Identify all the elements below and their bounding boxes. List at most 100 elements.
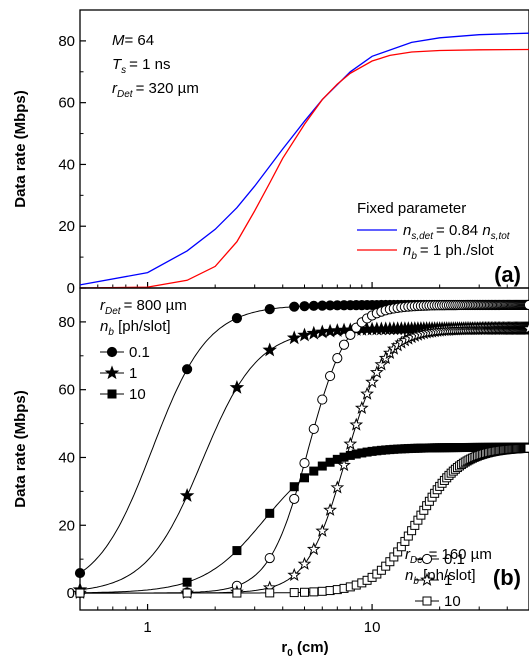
data-point-star-open xyxy=(365,374,379,388)
y-tick-label: 0 xyxy=(67,585,75,602)
annotation-rdet-symbol: r xyxy=(112,80,118,97)
data-point-star-open xyxy=(349,417,364,431)
data-point-star-open xyxy=(343,436,358,450)
data-point-circle-open xyxy=(345,329,356,341)
legend-entry-1-sub-2: s,tot xyxy=(491,231,511,242)
y-tick-label: 60 xyxy=(58,382,75,399)
y-tick-label: 80 xyxy=(58,314,75,331)
legend-160-rdet-value: = 160 µm xyxy=(429,546,492,563)
data-point-square-open xyxy=(317,586,327,596)
legend-entry-2: nb = 1 ph./slot xyxy=(403,242,495,262)
panel-b-y-axis: 0 20 40 60 80 xyxy=(58,314,86,602)
data-point-square-open xyxy=(232,588,242,598)
annotation-ts-value: = 1 ns xyxy=(129,56,170,73)
data-point-star-open xyxy=(315,523,330,537)
data-point-circle-open xyxy=(332,352,343,364)
legend-160-rdet-sub: Det xyxy=(410,555,427,566)
data-point-star-open xyxy=(337,458,351,472)
data-point-star-open xyxy=(306,542,321,556)
data-point-circle-filled xyxy=(231,313,243,324)
x-tick-label: 10 xyxy=(364,619,381,636)
data-point-square-open xyxy=(265,588,275,598)
legend-800-nb-sub: b xyxy=(108,327,114,338)
legend-800-rdet: rDet = 800 µm xyxy=(100,297,187,317)
y-tick-label: 40 xyxy=(58,156,75,173)
legend-entry-1-value: = 0.84 xyxy=(436,222,482,239)
panel-a-y-axis: 0 20 40 60 80 xyxy=(58,33,86,297)
data-point-star-open xyxy=(378,351,393,365)
legend-entry-1-symbol-2: n xyxy=(482,222,490,239)
data-point-circle-open xyxy=(299,457,310,469)
annotation-rdet-value: = 320 µm xyxy=(136,80,199,97)
legend-entry-1: ns,det = 0.84 ns,tot xyxy=(403,222,511,242)
data-point-star-open xyxy=(374,357,389,371)
data-point-circle-open xyxy=(264,552,275,564)
annotation-m: M= 64 xyxy=(112,32,154,49)
legend-entry-2-value: = 1 ph./slot xyxy=(420,242,495,259)
series-line-blue xyxy=(79,32,529,286)
annotation-ts-symbol: T xyxy=(112,56,123,73)
data-point-circle-filled xyxy=(264,304,275,315)
data-point-square-filled xyxy=(182,577,192,587)
legend-entry-label: 0.1 xyxy=(129,344,150,361)
legend-800: rDet = 800 µm nb [ph/slot] 0.1 1 10 xyxy=(100,297,187,403)
legend-marker-circle-filled xyxy=(106,346,118,358)
xlabel-sub: 0 xyxy=(287,648,293,658)
panel-b-series xyxy=(72,299,529,599)
legend-160-nb: nb [ph/slot] xyxy=(405,567,476,587)
annotation-m-value: = 64 xyxy=(125,32,155,49)
data-point-circle-open xyxy=(317,394,328,405)
xlabel-symbol: r xyxy=(281,639,287,656)
legend-160-rdet: rDet = 160 µm xyxy=(405,546,492,566)
data-point-square-filled xyxy=(317,461,327,471)
y-tick-label: 60 xyxy=(58,95,75,112)
annotation-m-symbol: M xyxy=(112,32,125,49)
panel-a-series xyxy=(79,32,529,289)
data-point-circle-open xyxy=(324,370,336,382)
legend-160-rdet-symbol: r xyxy=(405,546,411,563)
legend-entry-2-symbol: n xyxy=(403,242,411,259)
panel-a-label: (a) xyxy=(494,262,521,287)
data-point-star-open xyxy=(287,567,302,581)
legend-entry-label: 1 xyxy=(129,365,137,382)
legend-800-rdet-value: = 800 µm xyxy=(124,297,187,314)
data-point-circle-filled xyxy=(182,364,193,375)
data-point-star-filled xyxy=(179,488,195,502)
legend-entry-label: 1 xyxy=(444,572,452,589)
data-point-star-filled xyxy=(262,342,277,357)
data-point-circle-open xyxy=(289,493,300,505)
data-point-circle-open xyxy=(523,299,529,311)
legend-800-nb: nb [ph/slot] xyxy=(100,318,171,338)
legend-marker-star-open xyxy=(420,572,434,586)
legend-160: rDet = 160 µm nb [ph/slot] 0.1 1 10 xyxy=(405,546,492,610)
panel-b-ylabel: Data rate (Mbps) xyxy=(12,390,29,508)
legend-title: Fixed parameter xyxy=(357,200,466,217)
data-point-square-open xyxy=(309,587,319,597)
legend-160-nb-symbol: n xyxy=(405,567,413,584)
x-tick-label: 1 xyxy=(143,619,151,636)
data-point-star-open xyxy=(522,321,529,335)
data-point-square-filled xyxy=(265,508,275,518)
y-tick-label: 40 xyxy=(58,449,75,466)
legend-entry-2-sub: b xyxy=(411,251,417,262)
annotation-rdet: rDet = 320 µm xyxy=(112,80,199,100)
data-point-square-open xyxy=(289,588,299,598)
annotation-ts-sub: s xyxy=(121,65,126,76)
data-point-square-open xyxy=(524,443,529,453)
data-point-star-open xyxy=(354,400,369,414)
legend-160-entries: 0.1 1 10 xyxy=(415,551,465,610)
data-point-star-open xyxy=(360,386,374,400)
data-point-square-open xyxy=(300,587,309,597)
legend-800-entries: 0.1 1 10 xyxy=(100,344,150,403)
panel-a-legend: Fixed parameter ns,det = 0.84 ns,tot nb = … xyxy=(357,200,511,262)
panel-a-ylabel: Data rate (Mbps) xyxy=(12,90,29,208)
legend-800-nb-symbol: n xyxy=(100,318,108,335)
data-point-circle-open xyxy=(338,339,350,350)
data-point-star-open xyxy=(330,480,345,494)
panel-a: 0 20 40 60 80 Data rate (Mbps) M= 64 Ts = 1 n… xyxy=(12,9,529,297)
annotation-rdet-sub: Det xyxy=(117,89,134,100)
legend-marker-square-open xyxy=(422,596,432,606)
data-point-square-open xyxy=(75,588,85,598)
